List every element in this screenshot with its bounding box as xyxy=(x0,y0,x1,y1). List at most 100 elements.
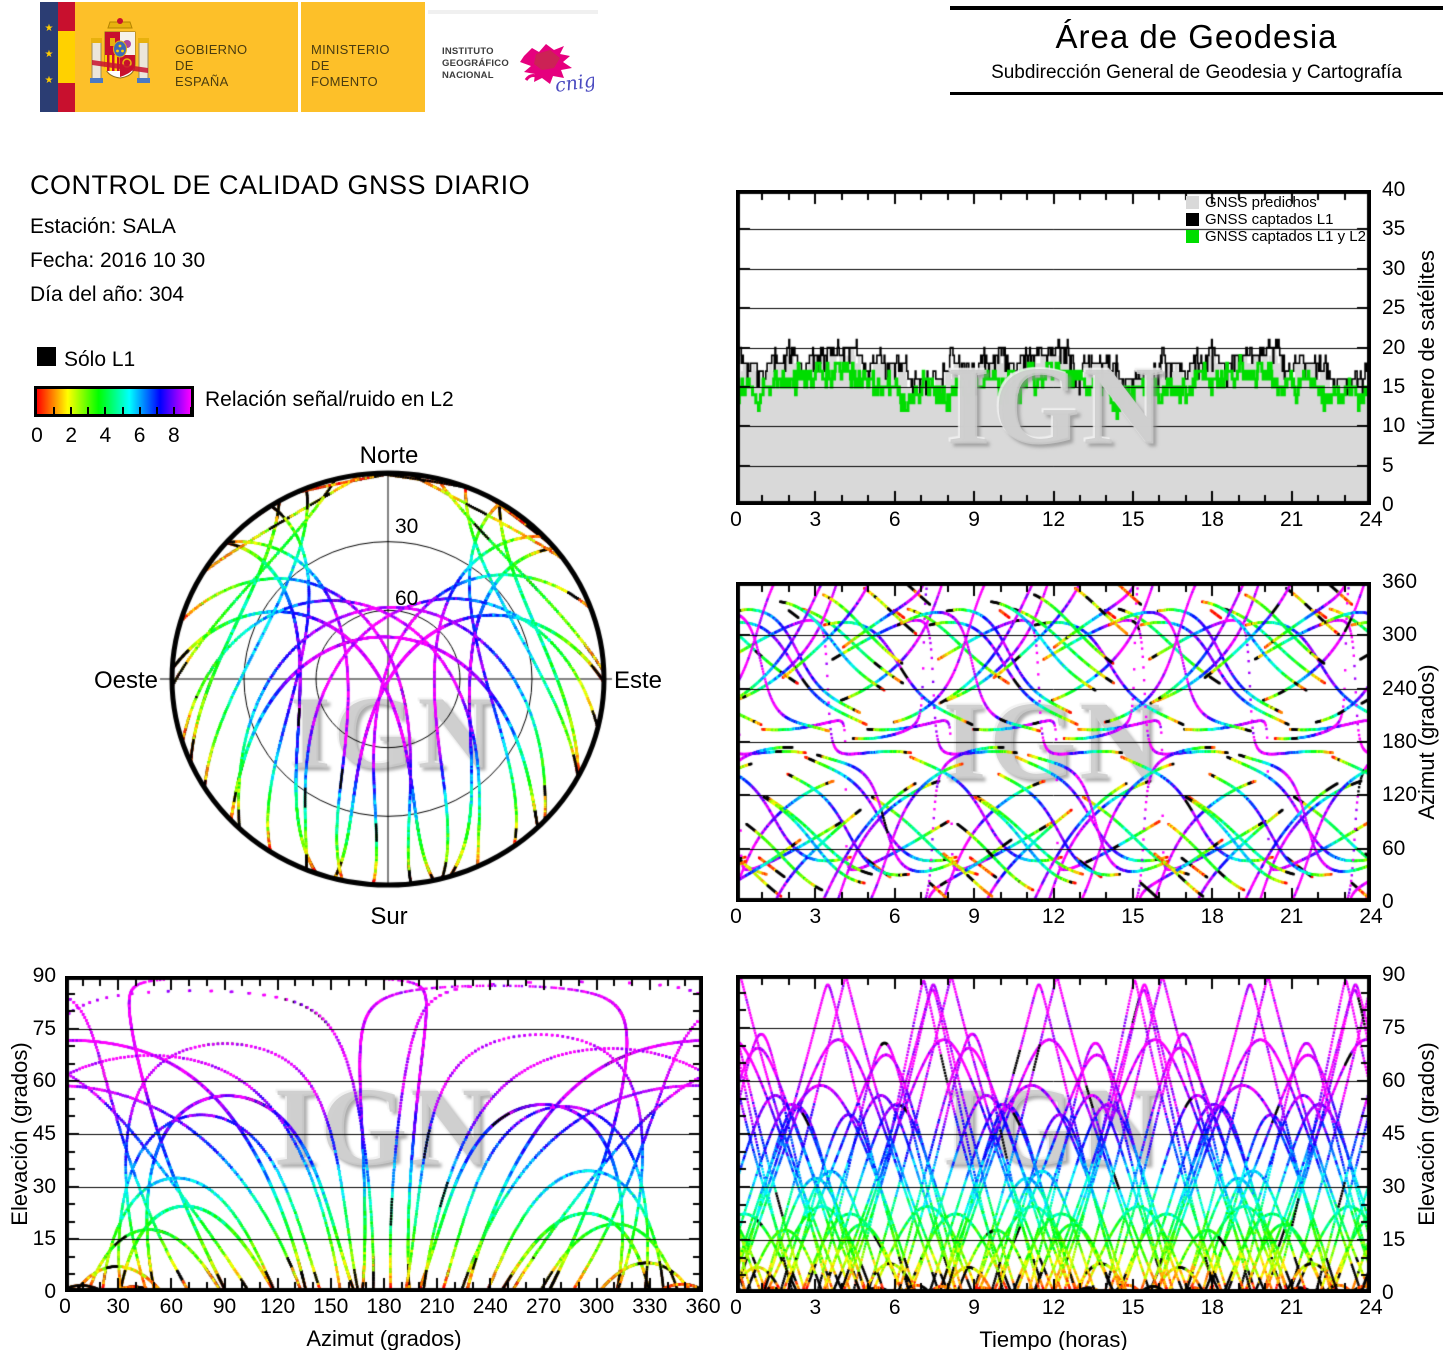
x-tick-label: 180 xyxy=(366,1295,402,1318)
x-tick-label: 6 xyxy=(888,1296,901,1319)
report-title: CONTROL DE CALIDAD GNSS DIARIO xyxy=(30,170,531,200)
x-tick-label: 120 xyxy=(260,1295,296,1318)
ign-watermark: IGN xyxy=(946,344,1168,469)
y-axis-title: Elevación (grados) xyxy=(7,1042,32,1226)
skyplot-chart xyxy=(150,443,630,905)
y-tick-label: 90 xyxy=(1382,963,1406,986)
azimuth-time-chart xyxy=(736,582,1371,902)
ministerio-box xyxy=(301,2,425,112)
colorbar-tick xyxy=(138,407,141,414)
x-tick-label: 3 xyxy=(809,1296,822,1319)
area-title: Área de Geodesia xyxy=(1055,18,1338,55)
x-axis-title: Tiempo (horas) xyxy=(979,1327,1128,1350)
x-tick-label: 15 xyxy=(1121,508,1145,531)
legend-row-captados-l1l2: GNSS captados L1 y L2 xyxy=(1186,228,1366,245)
x-tick-label: 9 xyxy=(968,905,980,928)
x-tick-label: 210 xyxy=(419,1295,455,1318)
spain-coat-of-arms-icon xyxy=(90,18,150,83)
y-tick-label: 20 xyxy=(1382,335,1406,359)
x-tick-label: 24 xyxy=(1359,905,1383,928)
solo-l1-label: Sólo L1 xyxy=(64,348,136,371)
colorbar-tick xyxy=(53,407,56,414)
eu-flag-strip-icon: ★ ★ ★ xyxy=(40,2,58,112)
cnig-logo-icon: cnig xyxy=(520,44,594,97)
colorbar-tick xyxy=(104,407,107,414)
captados-l1-label: GNSS captados L1 xyxy=(1205,211,1334,228)
captados-l1-swatch xyxy=(1186,213,1199,226)
y-tick-label: 0 xyxy=(44,1280,56,1303)
y-tick-label: 60 xyxy=(1382,1069,1406,1092)
x-tick-label: 270 xyxy=(525,1295,562,1318)
x-tick-label: 0 xyxy=(730,508,742,531)
y-tick-label: 0 xyxy=(1382,1281,1394,1304)
x-tick-label: 24 xyxy=(1359,1296,1383,1319)
x-tick-label: 15 xyxy=(1121,905,1145,928)
x-tick-label: 21 xyxy=(1279,905,1304,928)
y-tick-label: 30 xyxy=(1382,1175,1406,1198)
y-tick-label: 45 xyxy=(32,1122,56,1145)
colorbar-tick xyxy=(190,407,192,414)
legend-row-predichos: GNSS predichos xyxy=(1186,194,1366,211)
x-tick-label: 3 xyxy=(809,508,822,531)
gobierno-label: GOBIERNO DE ESPAÑA xyxy=(175,42,248,89)
x-tick-label: 18 xyxy=(1200,1296,1224,1319)
x-tick-label: 24 xyxy=(1359,508,1383,531)
captados-l1l2-swatch xyxy=(1186,230,1199,243)
x-tick-label: 18 xyxy=(1200,905,1224,928)
x-tick-label: 30 xyxy=(106,1295,130,1318)
compass-label-west: Oeste xyxy=(93,667,158,694)
y-tick-label: 0 xyxy=(1382,493,1394,516)
colorbar-tick xyxy=(87,407,90,414)
y-tick-label: 75 xyxy=(32,1016,56,1040)
x-tick-label: 12 xyxy=(1041,905,1066,928)
y-tick-label: 120 xyxy=(1382,783,1418,807)
y-tick-label: 90 xyxy=(32,964,56,987)
colorbar-tick xyxy=(172,407,175,414)
y-tick-label: 75 xyxy=(1382,1016,1406,1039)
y-tick-label: 30 xyxy=(1382,256,1406,280)
x-tick-label: 6 xyxy=(888,508,901,531)
solo-l1-swatch xyxy=(37,347,56,366)
snr-colorbar xyxy=(34,386,194,417)
spain-flag-icon xyxy=(58,2,75,112)
legend-row-captados-l1: GNSS captados L1 xyxy=(1186,211,1366,228)
x-tick-label: 0 xyxy=(59,1295,71,1318)
compass-label-north: Norte xyxy=(359,442,419,469)
y-tick-label: 15 xyxy=(1382,1228,1406,1251)
x-tick-label: 360 xyxy=(685,1295,721,1318)
x-tick-label: 240 xyxy=(472,1295,508,1318)
x-tick-label: 15 xyxy=(1121,1296,1145,1319)
predichos-swatch xyxy=(1186,196,1199,209)
x-tick-label: 300 xyxy=(579,1295,615,1318)
x-tick-label: 150 xyxy=(313,1295,349,1318)
colorbar-tick-label: 4 xyxy=(99,424,112,447)
y-tick-label: 300 xyxy=(1382,623,1418,647)
predichos-label: GNSS predichos xyxy=(1205,194,1317,211)
colorbar-tick xyxy=(121,407,124,414)
y-tick-label: 240 xyxy=(1382,676,1418,700)
x-tick-label: 3 xyxy=(809,905,822,928)
elevation-azimuth-chart xyxy=(65,976,703,1292)
instituto-label: INSTITUTO GEOGRÁFICO NACIONAL xyxy=(442,46,509,81)
y-tick-label: 5 xyxy=(1382,453,1394,477)
y-tick-label: 0 xyxy=(1382,890,1394,913)
colorbar-tick-label: 0 xyxy=(31,424,43,447)
colorbar-tick xyxy=(155,407,158,414)
y-axis-title: Azimut (grados) xyxy=(1414,664,1439,820)
colorbar-tick-label: 2 xyxy=(65,424,78,447)
y-tick-label: 60 xyxy=(1382,836,1406,860)
ign-box: INSTITUTO GEOGRÁFICO NACIONAL cnig xyxy=(428,10,598,116)
x-tick-label: 0 xyxy=(730,905,742,928)
compass-label-south: Sur xyxy=(370,903,408,930)
x-tick-label: 18 xyxy=(1200,508,1224,531)
sat-count-legend: GNSS predichos GNSS captados L1 GNSS cap… xyxy=(1186,194,1366,245)
x-tick-label: 9 xyxy=(968,1296,980,1319)
ring-label-30: 30 xyxy=(395,515,419,538)
header-rule-top xyxy=(950,6,1443,10)
y-tick-label: 40 xyxy=(1382,178,1406,201)
x-tick-label: 330 xyxy=(632,1295,668,1318)
doy-line: Día del año: 304 xyxy=(30,283,185,306)
x-tick-label: 12 xyxy=(1041,1296,1066,1319)
satellite-count-chart xyxy=(736,190,1371,505)
